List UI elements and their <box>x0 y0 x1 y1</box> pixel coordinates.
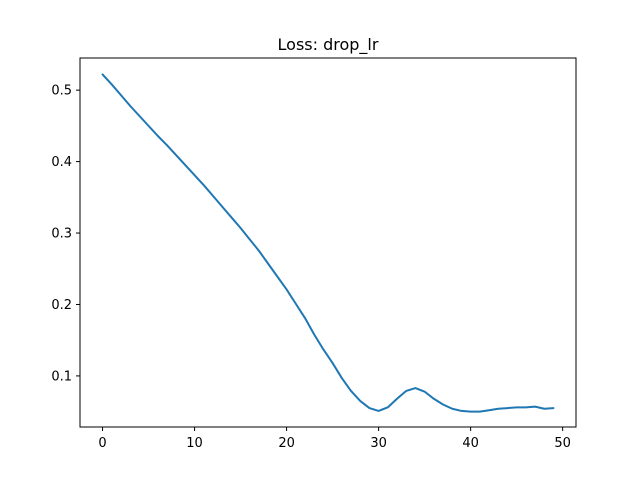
plot-area <box>101 73 555 413</box>
axes-frame <box>79 57 577 428</box>
x-tick-label: 50 <box>554 436 571 451</box>
x-tick-label: 10 <box>186 436 203 451</box>
x-tick-label: 30 <box>370 436 387 451</box>
y-tick-label: 0.2 <box>51 298 72 313</box>
series-line <box>101 73 555 413</box>
y-axis: 0.1 0.2 0.3 0.4 0.5 <box>51 84 80 384</box>
chart-title: Loss: drop_lr <box>278 35 379 55</box>
y-tick-label: 0.5 <box>51 84 72 99</box>
x-tick-label: 0 <box>98 436 106 451</box>
y-tick-label: 0.4 <box>51 155 72 170</box>
x-axis: 0 10 20 30 40 50 <box>98 427 571 451</box>
x-tick-label: 40 <box>462 436 479 451</box>
y-tick-label: 0.3 <box>51 227 72 242</box>
x-tick-label: 20 <box>278 436 295 451</box>
y-tick-label: 0.1 <box>51 369 72 384</box>
